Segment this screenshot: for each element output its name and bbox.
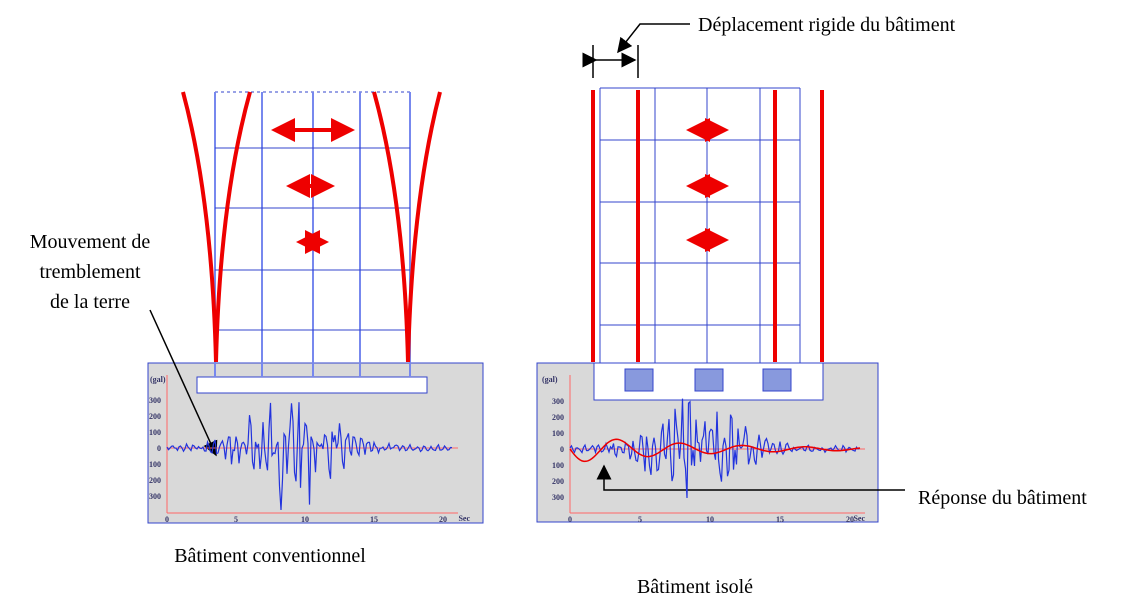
response-wave [569,438,861,463]
x-tick-label: 15 [776,515,784,524]
annotation-lines [149,23,905,491]
y-tick-label: 300 [149,396,161,405]
y-tick-label: 100 [149,428,161,437]
conventional-building [147,91,484,524]
response-label: Réponse du bâtiment [918,487,1087,509]
ground-wave [166,402,453,511]
x-unit: Sec [458,514,470,523]
y-tick-label: 200 [149,412,161,421]
x-tick-label: 10 [301,515,309,524]
y-tick-label: 300 [552,493,564,502]
y-tick-label: 200 [149,476,161,485]
ground-wave [569,398,860,499]
x-tick-label: 20 [846,515,854,524]
x-unit: Sec [853,514,865,523]
ground-label: de la terre [50,291,130,313]
x-tick-label: 10 [706,515,714,524]
ground-label: tremblement [39,261,141,283]
isolated-building [536,87,879,523]
x-tick-label: 5 [234,515,238,524]
caption: Bâtiment isolé [637,576,753,598]
unit-label: (gal) [542,375,558,384]
y-tick-label: 100 [149,460,161,469]
y-tick-label: 100 [552,429,564,438]
x-tick-label: 20 [439,515,447,524]
unit-label: (gal) [150,375,166,384]
y-tick-label: 200 [552,413,564,422]
y-tick-label: 0 [157,444,161,453]
x-tick-label: 5 [638,515,642,524]
y-tick-label: 300 [149,492,161,501]
x-tick-label: 0 [568,515,572,524]
x-tick-label: 0 [165,515,169,524]
y-tick-label: 0 [560,445,564,454]
ground-label: Mouvement de [30,231,151,253]
y-tick-label: 100 [552,461,564,470]
y-tick-label: 300 [552,397,564,406]
x-tick-label: 15 [370,515,378,524]
caption: Bâtiment conventionnel [174,545,366,567]
y-tick-label: 200 [552,477,564,486]
rigid-label: Déplacement rigide du bâtiment [698,14,956,36]
